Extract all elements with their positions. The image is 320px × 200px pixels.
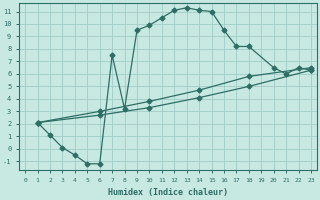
X-axis label: Humidex (Indice chaleur): Humidex (Indice chaleur) [108, 188, 228, 197]
